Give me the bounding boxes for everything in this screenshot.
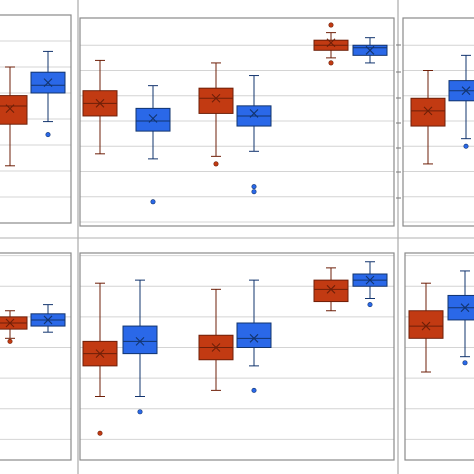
plot-frame — [79, 17, 395, 227]
chart-panel-bottom-left — [0, 252, 72, 461]
mean-marker — [249, 109, 259, 118]
box-blue — [135, 85, 171, 205]
mean-marker — [43, 78, 53, 87]
chart-panel-top-left — [0, 14, 72, 224]
box-red — [408, 282, 444, 373]
outlier-point — [462, 360, 468, 366]
mean-marker — [95, 349, 105, 359]
plot-frame — [79, 252, 395, 461]
outlier-point — [213, 161, 219, 167]
box-red — [198, 62, 234, 167]
outlier-point — [7, 338, 13, 344]
mean-marker — [148, 114, 158, 123]
mean-marker — [365, 45, 375, 55]
outlier-point — [463, 143, 469, 149]
box-blue — [448, 54, 474, 149]
outlier-point — [367, 302, 373, 308]
chart-panel-bottom-center — [79, 252, 395, 461]
mean-marker — [423, 106, 433, 116]
outlier-point — [328, 22, 334, 28]
outlier-point — [137, 409, 143, 415]
box-red — [313, 22, 349, 66]
mean-marker — [43, 315, 53, 325]
mean-marker — [249, 333, 259, 343]
axis-ticks-right — [396, 44, 401, 199]
mean-marker — [95, 98, 105, 108]
box-iqr — [198, 87, 234, 114]
box-red — [313, 267, 349, 312]
plot-frame — [404, 252, 474, 461]
mean-marker — [5, 104, 15, 113]
chart-panel-bottom-right — [404, 252, 474, 461]
box-red — [82, 59, 118, 155]
box-iqr — [0, 95, 28, 125]
box-iqr — [408, 310, 444, 339]
box-blue — [447, 270, 474, 366]
outlier-point — [150, 199, 156, 205]
outlier-point — [328, 60, 334, 66]
box-blue — [236, 279, 272, 393]
mean-marker — [461, 86, 471, 96]
box-iqr — [122, 325, 158, 355]
mean-marker — [211, 93, 221, 103]
plot-area — [0, 253, 71, 460]
box-blue — [352, 37, 388, 64]
box-iqr — [236, 322, 272, 348]
box-red — [82, 282, 118, 436]
box-blue — [122, 279, 158, 415]
box-blue — [236, 75, 272, 195]
plot-frame — [0, 14, 72, 224]
mean-marker — [211, 343, 221, 352]
outlier-point — [97, 430, 103, 436]
outlier-point — [251, 184, 257, 190]
outlier-point — [251, 189, 257, 195]
box-iqr — [410, 97, 446, 127]
box-iqr — [313, 279, 349, 303]
box-red — [0, 66, 28, 167]
box-blue — [352, 261, 388, 308]
chart-panel-top-right — [402, 17, 474, 227]
mean-marker — [326, 38, 336, 48]
box-red — [410, 70, 446, 165]
plot-frame — [0, 252, 72, 461]
chart-panel-top-center — [79, 17, 395, 227]
mean-marker — [365, 275, 375, 285]
box-blue — [30, 304, 66, 333]
plot-frame — [402, 17, 474, 227]
box-iqr — [135, 107, 171, 132]
mean-marker — [326, 284, 336, 294]
mean-marker — [5, 318, 15, 328]
outlier-point — [45, 132, 51, 138]
mean-marker — [421, 321, 431, 331]
outlier-point — [251, 387, 257, 393]
mean-marker — [460, 303, 470, 313]
box-blue — [30, 50, 66, 138]
box-red — [198, 288, 234, 391]
box-red — [0, 310, 28, 344]
mean-marker — [135, 336, 145, 346]
